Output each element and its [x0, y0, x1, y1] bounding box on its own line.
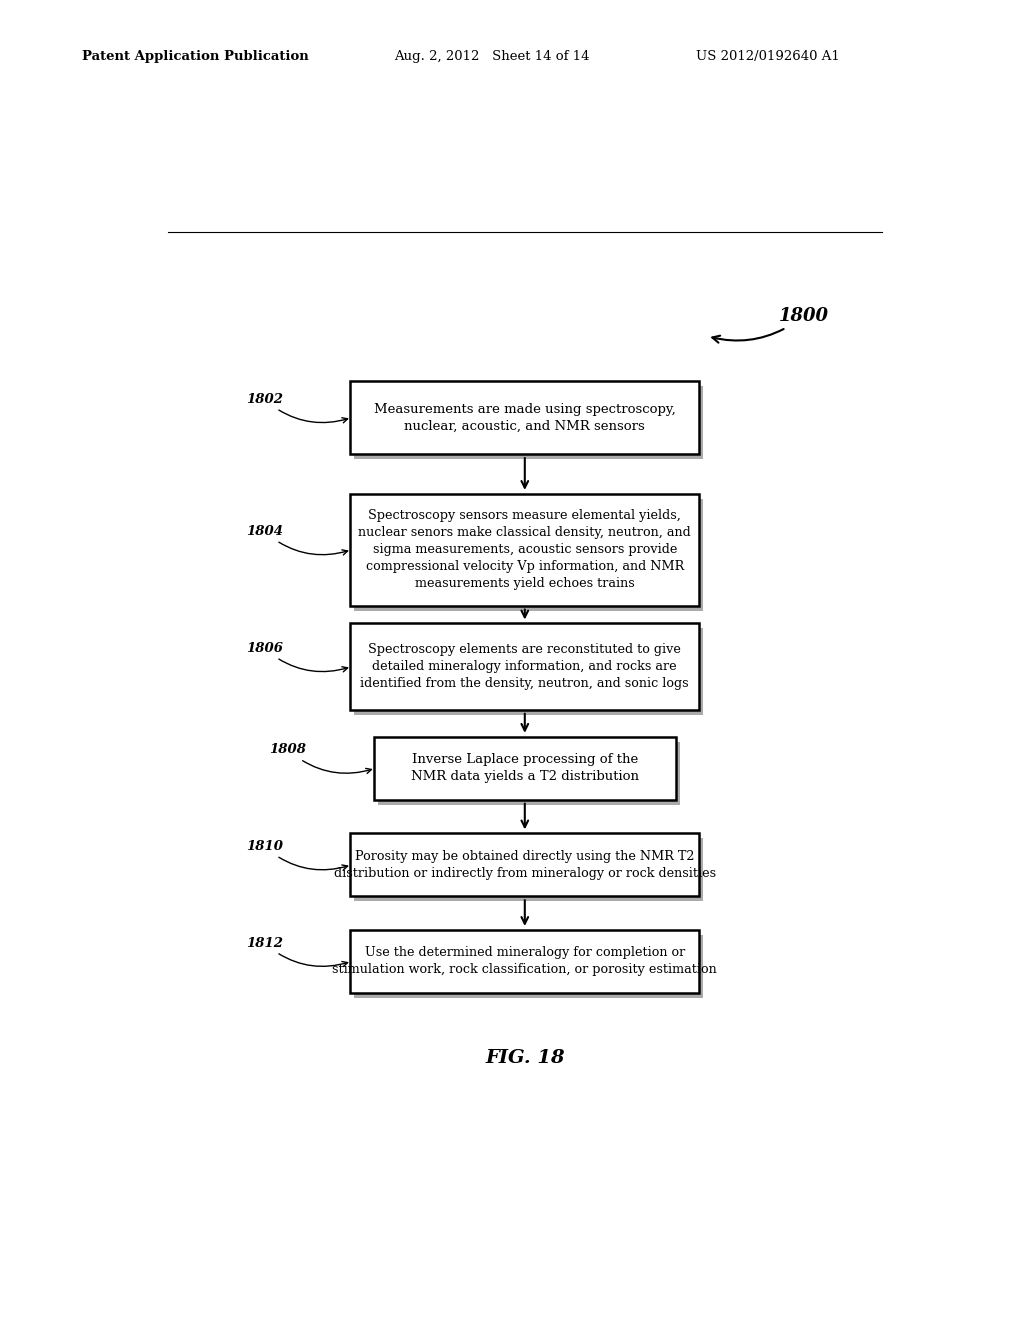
Bar — [354, 838, 703, 902]
Text: Patent Application Publication: Patent Application Publication — [82, 50, 308, 63]
Bar — [350, 494, 699, 606]
Text: FIG. 18: FIG. 18 — [485, 1049, 564, 1067]
Text: Aug. 2, 2012   Sheet 14 of 14: Aug. 2, 2012 Sheet 14 of 14 — [394, 50, 590, 63]
Bar — [374, 737, 676, 800]
Text: Measurements are made using spectroscopy,
nuclear, acoustic, and NMR sensors: Measurements are made using spectroscopy… — [374, 403, 676, 433]
Bar — [354, 499, 703, 611]
Text: 1804: 1804 — [246, 525, 347, 554]
Bar — [354, 385, 703, 459]
Text: 1812: 1812 — [246, 937, 347, 966]
Text: 1802: 1802 — [246, 393, 347, 422]
Text: 1800: 1800 — [713, 308, 828, 343]
Bar — [354, 935, 703, 998]
Bar — [350, 623, 699, 710]
Text: Porosity may be obtained directly using the NMR T2
distribution or indirectly fr: Porosity may be obtained directly using … — [334, 850, 716, 880]
Bar — [350, 381, 699, 454]
Text: Inverse Laplace processing of the
NMR data yields a T2 distribution: Inverse Laplace processing of the NMR da… — [411, 754, 639, 783]
Bar — [378, 742, 680, 805]
Text: 1810: 1810 — [246, 840, 347, 870]
Bar — [350, 833, 699, 896]
Text: 1808: 1808 — [269, 743, 372, 774]
Bar — [350, 929, 699, 993]
Text: Use the determined mineralogy for completion or
stimulation work, rock classific: Use the determined mineralogy for comple… — [333, 946, 717, 977]
Text: 1806: 1806 — [246, 642, 347, 672]
Text: US 2012/0192640 A1: US 2012/0192640 A1 — [696, 50, 840, 63]
Bar — [354, 628, 703, 715]
Text: Spectroscopy elements are reconstituted to give
detailed mineralogy information,: Spectroscopy elements are reconstituted … — [360, 643, 689, 690]
Text: Spectroscopy sensors measure elemental yields,
nuclear senors make classical den: Spectroscopy sensors measure elemental y… — [358, 510, 691, 590]
